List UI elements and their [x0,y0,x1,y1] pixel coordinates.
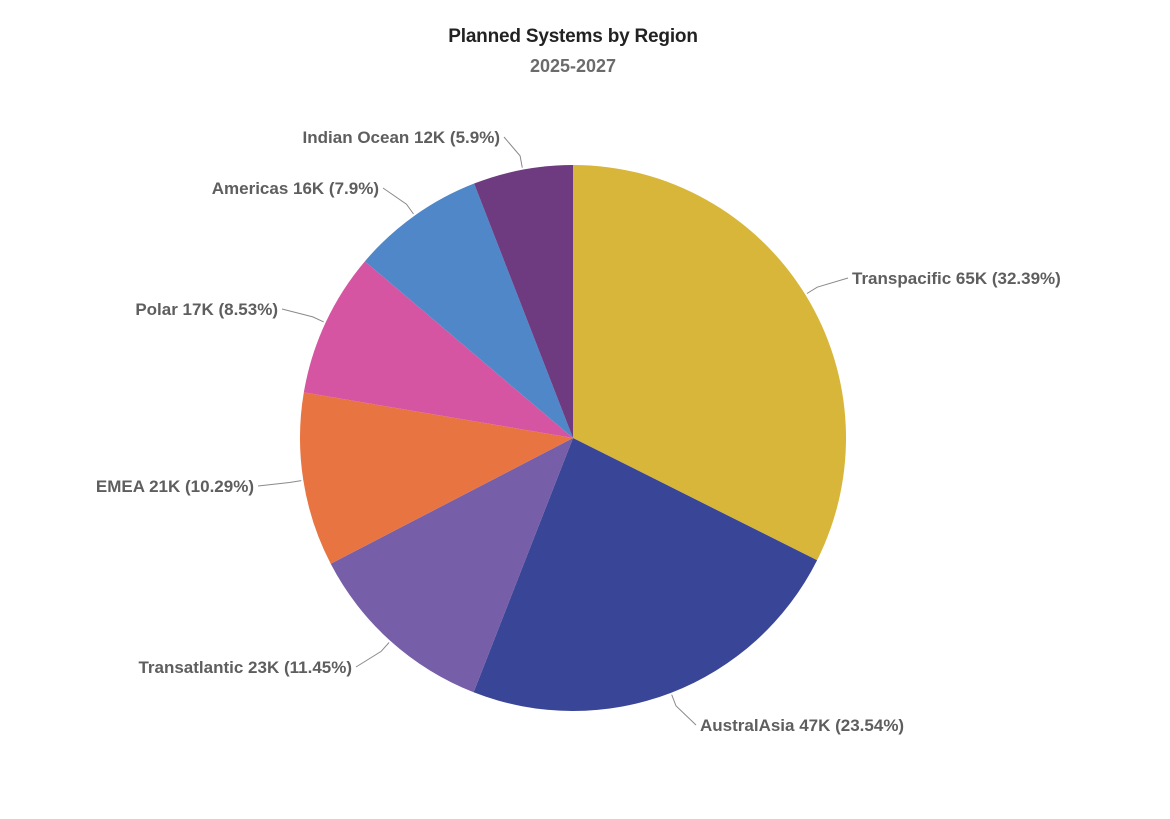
pie-slice-americas [364,183,573,438]
slice-label-transatlantic: Transatlantic 23K (11.45%) [138,658,352,677]
slice-label-transpacific: Transpacific 65K (32.39%) [852,269,1061,288]
pie-slices [299,165,847,712]
slice-labels: Transpacific 65K (32.39%) AustralAsia 47K… [96,128,1061,735]
pie-slice-transatlantic [330,438,573,693]
pie-slice-polar [303,261,573,438]
leader-line-emea [257,480,302,487]
pie-slice-emea [299,392,573,564]
slice-label-americas: Americas 16K (7.9%) [212,179,379,198]
leader-line-transpacific [806,277,849,294]
leader-lines [257,136,849,726]
pie-slice-australasia [473,438,818,712]
leader-line-australasia [671,694,697,726]
leader-line-indian-ocean [503,136,523,168]
leader-line-americas [382,187,414,215]
leader-line-transatlantic [355,642,390,668]
slice-label-indian-ocean: Indian Ocean 12K (5.9%) [303,128,500,147]
chart-title: Planned Systems by Region [448,26,698,47]
slice-label-emea: EMEA 21K (10.29%) [96,477,254,496]
slice-label-polar: Polar 17K (8.53%) [135,300,278,319]
slice-label-australasia: AustralAsia 47K (23.54%) [700,716,904,735]
chart-subtitle: 2025-2027 [529,56,617,76]
pie-slice-transpacific [573,165,847,561]
pie-slice-indian-ocean [474,165,573,438]
leader-line-polar [281,308,324,323]
